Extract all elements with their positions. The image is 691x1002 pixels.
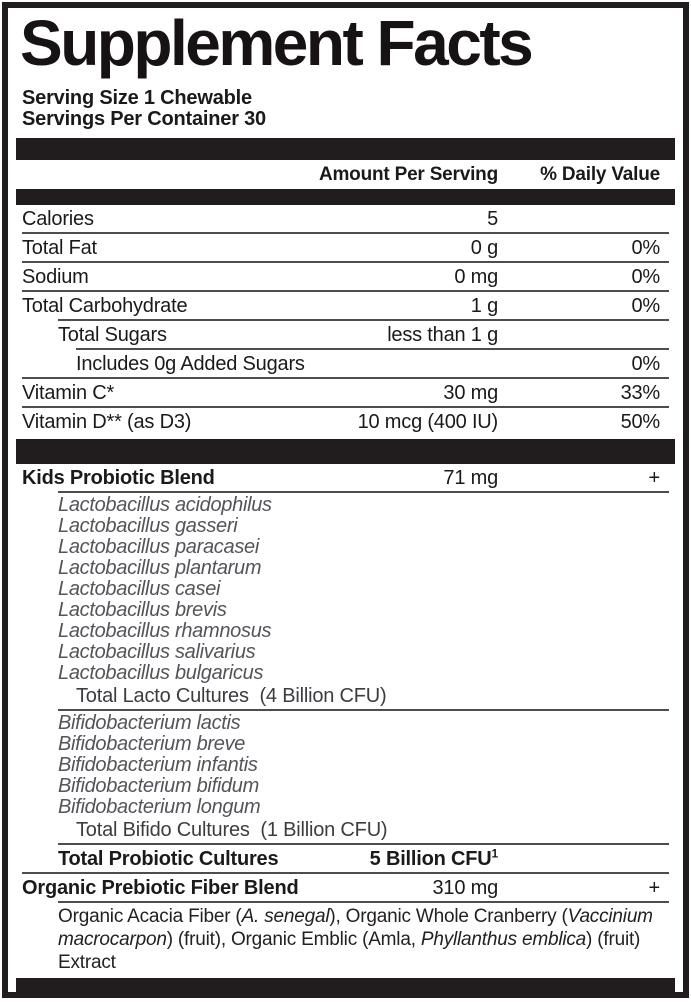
table-row-probiotic-blend: Kids Probiotic Blend 71 mg + xyxy=(22,464,669,491)
table-row: Vitamin C* 30 mg 33% xyxy=(22,379,669,406)
row-dv: + xyxy=(648,877,661,899)
row-dv: 50% xyxy=(620,411,661,433)
row-label: Kids Probiotic Blend xyxy=(22,467,215,489)
table-row: Vitamin D** (as D3) 10 mcg (400 IU) 50% xyxy=(22,408,669,435)
species-name: Lactobacillus acidophilus xyxy=(58,494,272,516)
species-name: Bifidobacterium bifidum xyxy=(58,775,259,797)
rule xyxy=(22,290,669,292)
lacto-total: Total Lacto Cultures (4 Billion CFU) xyxy=(76,685,387,707)
row-label: Vitamin D** (as D3) xyxy=(22,411,192,433)
row-label: Vitamin C* xyxy=(22,382,115,404)
row-amount: less than 1 g xyxy=(387,324,498,346)
divider-bar-mid xyxy=(16,439,675,464)
serving-info: Serving Size 1 Chewable Servings Per Con… xyxy=(22,88,669,130)
row-label: Total Sugars xyxy=(58,324,167,346)
bifido-species-list: Bifidobacterium lactis Bifidobacterium br… xyxy=(22,711,669,818)
divider-bar-header xyxy=(16,189,675,205)
rule xyxy=(22,872,669,874)
species-name: Lactobacillus casei xyxy=(58,578,221,600)
table-row: Total Sugars less than 1 g xyxy=(22,321,669,348)
row-label: Total Carbohydrate xyxy=(22,295,188,317)
botanical-name: Vaccinium macrocarpon xyxy=(58,906,653,950)
rule xyxy=(58,319,669,321)
species-name: Lactobacillus bulgaricus xyxy=(58,662,264,684)
table-row: Sodium 0 mg 0% xyxy=(22,263,669,290)
rule xyxy=(22,232,669,234)
table-row: Calories 5 xyxy=(22,205,669,232)
row-label: Includes 0g Added Sugars xyxy=(76,353,305,375)
row-amount: 5 xyxy=(487,208,498,230)
species-name: Lactobacillus gasseri xyxy=(58,515,238,537)
rule xyxy=(58,843,669,845)
description-text: ) (fruit), Organic Emblic (Amla, xyxy=(166,929,421,950)
rule xyxy=(76,348,669,350)
row-amount: 0 g xyxy=(470,237,498,259)
species-name: Lactobacillus plantarum xyxy=(58,557,262,579)
row-amount: 310 mg xyxy=(432,877,498,899)
row-dv: 0% xyxy=(631,237,660,259)
species-name: Bifidobacterium lactis xyxy=(58,712,241,734)
table-row: Includes 0g Added Sugars 0% xyxy=(22,350,669,377)
species-name: Bifidobacterium breve xyxy=(58,733,246,755)
nutrient-rows: Calories 5 Total Fat 0 g 0% Sodium 0 mg 0% Total… xyxy=(22,205,669,435)
row-dv: 0% xyxy=(631,295,660,317)
row-dv: + xyxy=(648,467,661,489)
species-name: Bifidobacterium longum xyxy=(58,796,261,818)
column-header-row: Amount Per Serving % Daily Value xyxy=(22,160,669,189)
footnote-marker: 1 xyxy=(491,846,499,861)
row-amount: 71 mg xyxy=(443,467,498,489)
divider-bar-bottom xyxy=(16,978,675,992)
lacto-species-list: Lactobacillus acidophilus Lactobacillus g… xyxy=(22,493,669,684)
rule xyxy=(22,377,669,379)
species-name: Lactobacillus salivarius xyxy=(58,641,256,663)
species-name: Bifidobacterium infantis xyxy=(58,754,258,776)
row-label: Total Probiotic Cultures xyxy=(58,848,279,870)
row-amount: 1 g xyxy=(470,295,498,317)
column-header-daily-value: % Daily Value xyxy=(540,164,660,185)
servings-per-container: Servings Per Container 30 xyxy=(22,108,266,130)
description-text: Organic Acacia Fiber ( xyxy=(58,906,242,927)
table-row: Total Fat 0 g 0% xyxy=(22,234,669,261)
species-name: Lactobacillus brevis xyxy=(58,599,227,621)
column-header-amount: Amount Per Serving xyxy=(318,164,498,185)
row-label: Total Fat xyxy=(22,237,97,259)
botanical-name: Phyllanthus emblica xyxy=(420,929,587,950)
row-dv: 0% xyxy=(631,266,660,288)
table-row-total-probiotic: Total Probiotic Cultures 5 Billion CFU1 xyxy=(22,845,669,872)
divider-bar-top xyxy=(16,138,675,160)
row-amount: 5 Billion CFU1 xyxy=(369,846,499,870)
bifido-total: Total Bifido Cultures (1 Billion CFU) xyxy=(76,819,388,841)
description-text: ), Organic Whole Cranberry ( xyxy=(329,906,568,927)
rule xyxy=(58,901,669,903)
rule xyxy=(22,261,669,263)
row-amount: 30 mg xyxy=(443,382,498,404)
row-label: Sodium xyxy=(22,266,89,288)
table-row-prebiotic-blend: Organic Prebiotic Fiber Blend 310 mg + xyxy=(22,874,669,901)
serving-size: Serving Size 1 Chewable xyxy=(22,87,252,109)
species-name: Lactobacillus paracasei xyxy=(58,536,260,558)
row-label: Calories xyxy=(22,208,94,230)
row-label: Organic Prebiotic Fiber Blend xyxy=(22,877,299,899)
species-name: Lactobacillus rhamnosus xyxy=(58,620,272,642)
rule xyxy=(58,709,669,711)
description-text: ) (fruit) Extract xyxy=(58,929,641,973)
rule xyxy=(58,491,669,493)
row-dv: 0% xyxy=(631,353,660,375)
panel-title: Supplement Facts xyxy=(20,7,534,79)
row-amount: 10 mcg (400 IU) xyxy=(357,411,499,433)
rule xyxy=(22,406,669,408)
botanical-name: A. senegal xyxy=(241,906,330,927)
row-dv: 33% xyxy=(620,382,661,404)
prebiotic-description: Organic Acacia Fiber (A. senegal), Organ… xyxy=(22,905,669,974)
row-amount: 0 mg xyxy=(454,266,498,288)
table-row: Total Carbohydrate 1 g 0% xyxy=(22,292,669,319)
